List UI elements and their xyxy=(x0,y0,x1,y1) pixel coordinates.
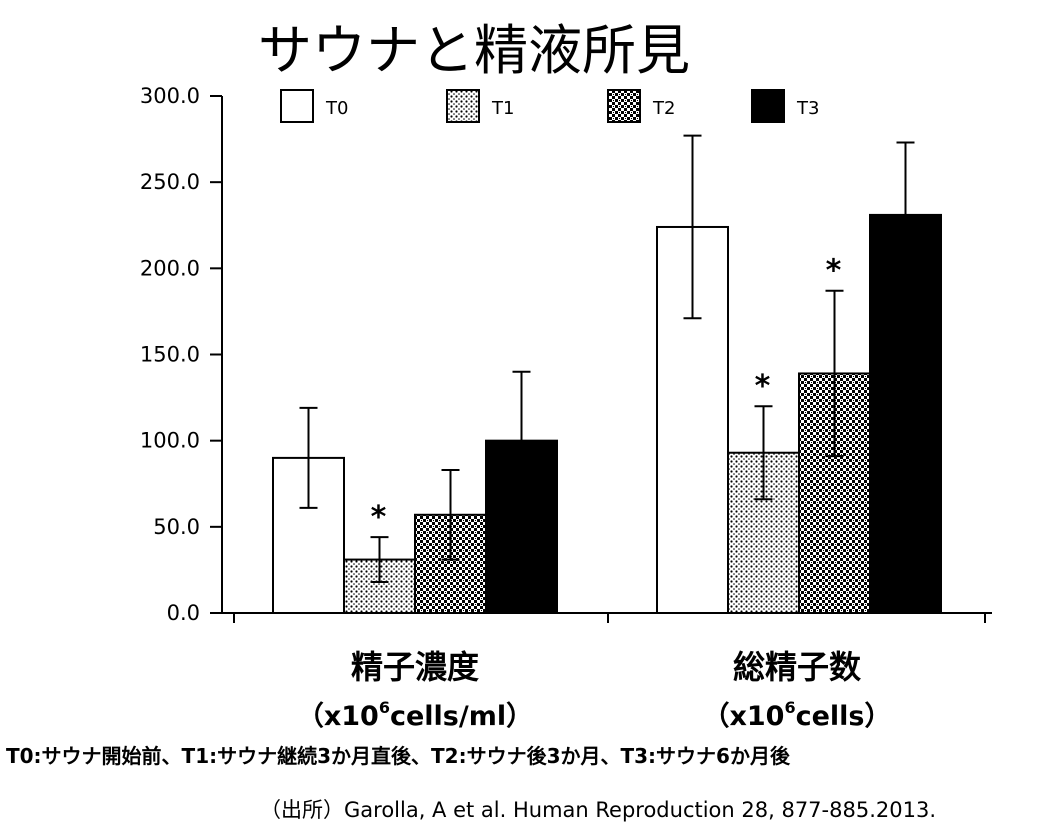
x-category-total-sperm: 総精子数 （x106cells） xyxy=(650,642,944,733)
x-category-label: 精子濃度 xyxy=(350,648,479,686)
y-tick-label: 50.0 xyxy=(153,515,200,539)
legend-label-t3: T3 xyxy=(796,98,819,119)
legend-swatch-t2 xyxy=(607,89,641,123)
legend-swatch-t1 xyxy=(446,89,480,123)
time-point-legend-note: T0:サウナ開始前、T1:サウナ継続3か月直後、T2:サウナ後3か月、T3:サウ… xyxy=(6,744,790,768)
y-tick-label: 250.0 xyxy=(140,170,200,194)
x-category-unit: （x106cells/ml） xyxy=(296,698,534,732)
legend-label-t1: T1 xyxy=(491,98,514,119)
legend-swatch-t0 xyxy=(280,89,314,123)
x-category-sperm-concentration: 精子濃度 （x106cells/ml） xyxy=(272,642,558,733)
significance-asterisk: * xyxy=(755,369,771,404)
legend-label-t2: T2 xyxy=(652,98,675,119)
legend-swatch-t3 xyxy=(751,89,785,123)
x-category-unit: （x106cells） xyxy=(702,698,892,732)
source-citation: （出所）Garolla, A et al. Human Reproduction… xyxy=(260,798,936,822)
y-tick-label: 0.0 xyxy=(167,601,200,625)
y-tick-label: 100.0 xyxy=(140,429,200,453)
y-tick-label: 300.0 xyxy=(140,84,200,108)
y-tick-label: 150.0 xyxy=(140,343,200,367)
y-tick-label: 200.0 xyxy=(140,256,200,280)
significance-asterisk: * xyxy=(826,254,842,289)
bar-t3-1 xyxy=(869,213,942,614)
legend-label-t0: T0 xyxy=(325,98,348,119)
page-title: サウナと精液所見 xyxy=(258,19,690,82)
x-category-label: 総精子数 xyxy=(732,648,861,686)
significance-asterisk: * xyxy=(371,500,387,535)
